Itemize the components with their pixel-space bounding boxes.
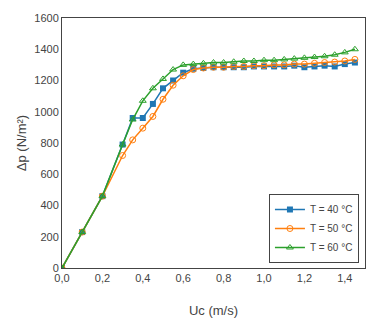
svg-text:0: 0 — [53, 262, 59, 274]
svg-text:T = 60 °C: T = 60 °C — [310, 242, 352, 253]
svg-text:1000: 1000 — [34, 106, 58, 118]
svg-text:0,0: 0,0 — [54, 272, 69, 284]
svg-text:600: 600 — [40, 168, 58, 180]
svg-text:1,2: 1,2 — [297, 272, 312, 284]
svg-text:1,0: 1,0 — [256, 272, 271, 284]
svg-text:800: 800 — [40, 137, 58, 149]
svg-text:200: 200 — [40, 231, 58, 243]
svg-text:1,4: 1,4 — [337, 272, 352, 284]
svg-text:1600: 1600 — [34, 12, 58, 24]
svg-text:T = 40 °C: T = 40 °C — [310, 204, 352, 215]
svg-text:400: 400 — [40, 199, 58, 211]
svg-text:0,8: 0,8 — [216, 272, 231, 284]
svg-text:T = 50 °C: T = 50 °C — [310, 223, 352, 234]
svg-text:Uc (m/s): Uc (m/s) — [189, 303, 238, 318]
svg-text:1400: 1400 — [34, 43, 58, 55]
svg-text:0,6: 0,6 — [176, 272, 191, 284]
svg-text:0,2: 0,2 — [95, 272, 110, 284]
svg-text:0,4: 0,4 — [135, 272, 150, 284]
svg-text:1200: 1200 — [34, 74, 58, 86]
svg-text:Δp (N/m²): Δp (N/m²) — [14, 115, 29, 171]
